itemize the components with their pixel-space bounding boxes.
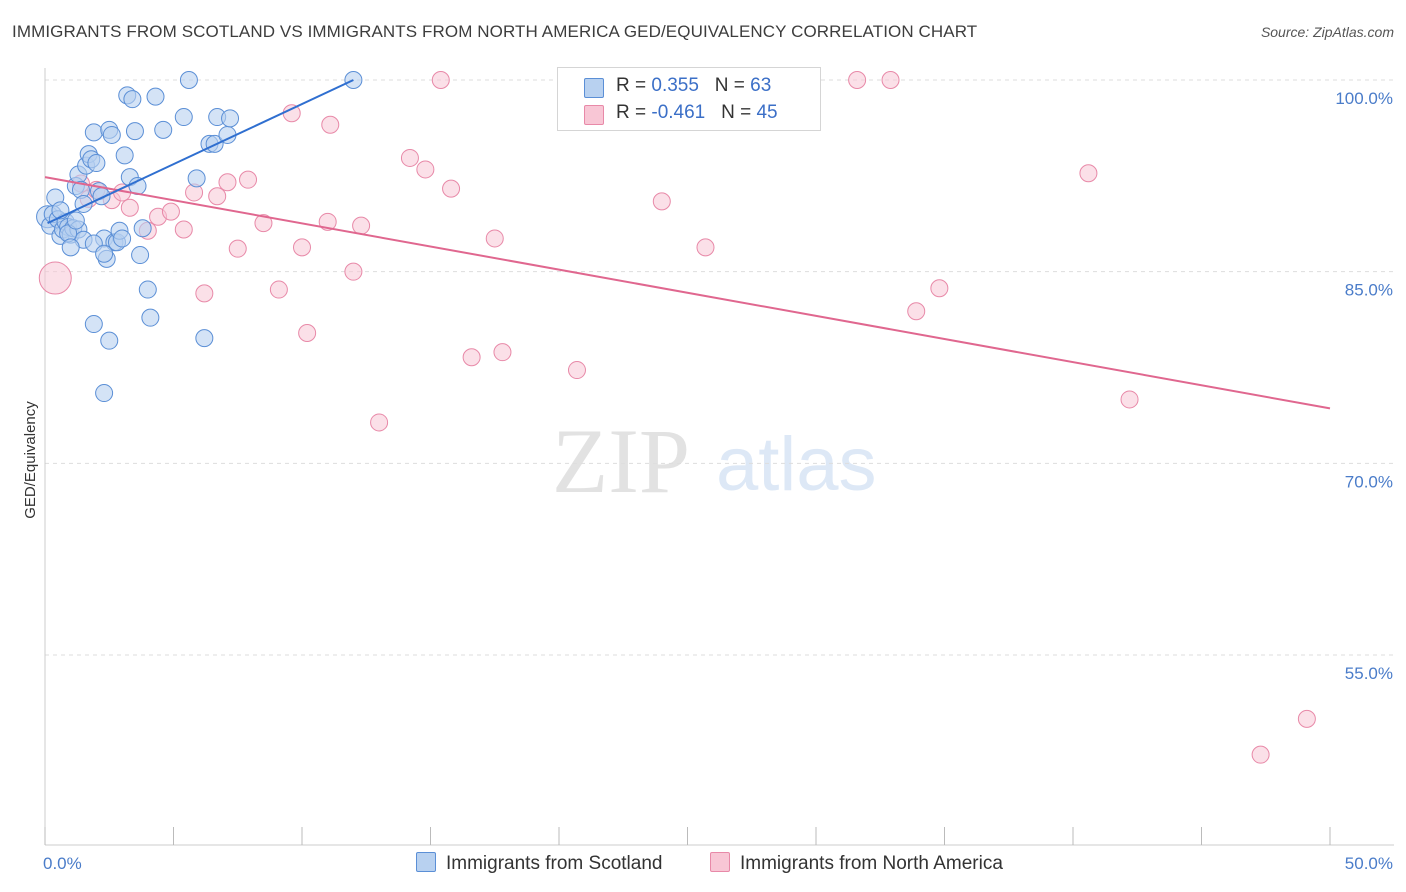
scotland-point xyxy=(221,109,240,128)
scotland-point xyxy=(141,308,160,327)
north-america-point xyxy=(493,343,512,362)
scotland-point xyxy=(61,238,80,257)
north-america-point xyxy=(1251,745,1270,764)
scotland-point xyxy=(95,384,114,403)
y-tick-label: 100.0% xyxy=(1335,89,1393,108)
north-america-point xyxy=(442,179,461,198)
north-america-point xyxy=(370,413,389,432)
scotland-point xyxy=(66,211,85,230)
legend-n-value: 63 xyxy=(750,75,772,96)
north-america-point xyxy=(1079,164,1098,183)
scotland-point xyxy=(113,229,132,248)
scotland-point xyxy=(92,187,111,206)
y-tick-label: 85.0% xyxy=(1345,281,1393,300)
bottom-legend-scotland: Immigrants from Scotland xyxy=(416,852,662,875)
y-tick-label: 70.0% xyxy=(1345,472,1393,491)
scotland-points xyxy=(36,71,363,403)
legend-n-label: N = xyxy=(721,102,757,123)
north-america-point xyxy=(282,104,301,123)
north-america-swatch-icon xyxy=(710,852,730,872)
north-america-point xyxy=(318,212,337,231)
north-america-point xyxy=(930,279,949,298)
north-america-point xyxy=(269,280,288,299)
north-america-point xyxy=(462,348,481,367)
scotland-point xyxy=(138,280,157,299)
scotland-trend-line xyxy=(47,79,354,225)
north-america-point xyxy=(344,262,363,281)
legend: R = 0.355 N = 63 R = -0.461 N = 45 xyxy=(557,67,821,131)
north-america-trend-line xyxy=(44,176,1331,410)
north-america-point xyxy=(218,173,237,192)
scotland-point xyxy=(154,120,173,139)
north-america-point xyxy=(174,220,193,239)
north-america-point xyxy=(1120,390,1139,409)
north-america-point xyxy=(321,115,340,134)
scotland-point xyxy=(84,315,103,334)
x-tick-label: 50.0% xyxy=(1345,854,1393,873)
watermark-zip: ZIP xyxy=(552,410,690,512)
axes: 100.0% 85.0% 70.0% 55.0% 0.0% 50.0% xyxy=(43,68,1394,873)
scotland-point xyxy=(146,87,165,106)
scotland-point xyxy=(100,331,119,350)
scotland-point xyxy=(131,246,150,265)
north-america-point xyxy=(567,361,586,380)
grid-lines xyxy=(45,79,1394,656)
north-america-point xyxy=(293,238,311,257)
scotland-point xyxy=(95,244,114,263)
scotland-point xyxy=(195,329,214,348)
watermark: ZIP atlas xyxy=(552,410,877,512)
source-credit: Source: ZipAtlas.com xyxy=(1260,24,1394,40)
north-america-point xyxy=(696,238,715,257)
north-america-point xyxy=(161,202,180,221)
scotland-point xyxy=(174,108,193,127)
legend-r-label: R = xyxy=(616,75,652,96)
north-america-point xyxy=(120,198,139,217)
north-america-point xyxy=(416,160,435,179)
scotland-point xyxy=(187,169,206,188)
legend-n-label: N = xyxy=(714,75,751,96)
north-america-point xyxy=(881,71,900,89)
north-america-swatch xyxy=(584,105,604,125)
scotland-swatch xyxy=(584,78,604,98)
north-america-point xyxy=(1297,709,1316,728)
north-america-point xyxy=(228,239,247,258)
watermark-atlas: atlas xyxy=(716,422,877,507)
scotland-point xyxy=(123,90,142,109)
north-america-point xyxy=(254,214,273,233)
y-tick-label: 55.0% xyxy=(1345,664,1393,683)
north-america-point xyxy=(239,170,258,189)
scotland-swatch-icon xyxy=(416,852,436,872)
legend-r-value: -0.461 xyxy=(651,102,706,123)
north-america-point xyxy=(400,148,419,167)
trend-lines xyxy=(44,79,1331,410)
bottom-legend-north-america: Immigrants from North America xyxy=(710,852,1003,875)
north-america-point xyxy=(195,284,214,303)
scotland-point xyxy=(179,71,198,89)
north-america-point xyxy=(352,216,371,235)
north-america-point xyxy=(38,261,72,295)
chart-title: IMMIGRANTS FROM SCOTLAND VS IMMIGRANTS F… xyxy=(12,22,978,41)
scotland-point xyxy=(102,125,121,144)
north-america-points xyxy=(38,71,1316,764)
north-america-point xyxy=(298,324,317,342)
y-axis-label: GED/Equivalency xyxy=(22,401,39,519)
north-america-legend-label: Immigrants from North America xyxy=(740,853,1003,874)
scotland-point xyxy=(84,123,103,142)
scotland-point xyxy=(125,122,144,141)
north-america-point xyxy=(907,302,926,321)
north-america-point xyxy=(208,187,227,206)
north-america-point xyxy=(848,71,867,89)
x-tick-label: 0.0% xyxy=(43,854,82,873)
legend-r-value: 0.355 xyxy=(651,75,699,96)
scotland-point xyxy=(115,146,134,165)
north-america-point xyxy=(485,229,504,248)
north-america-point xyxy=(431,71,450,89)
scotland-legend-label: Immigrants from Scotland xyxy=(446,853,663,874)
scotland-point xyxy=(87,154,106,173)
scotland-point xyxy=(133,219,152,238)
legend-n-value: 45 xyxy=(756,102,778,123)
north-america-point xyxy=(652,192,671,211)
legend-r-label: R = xyxy=(616,102,652,123)
